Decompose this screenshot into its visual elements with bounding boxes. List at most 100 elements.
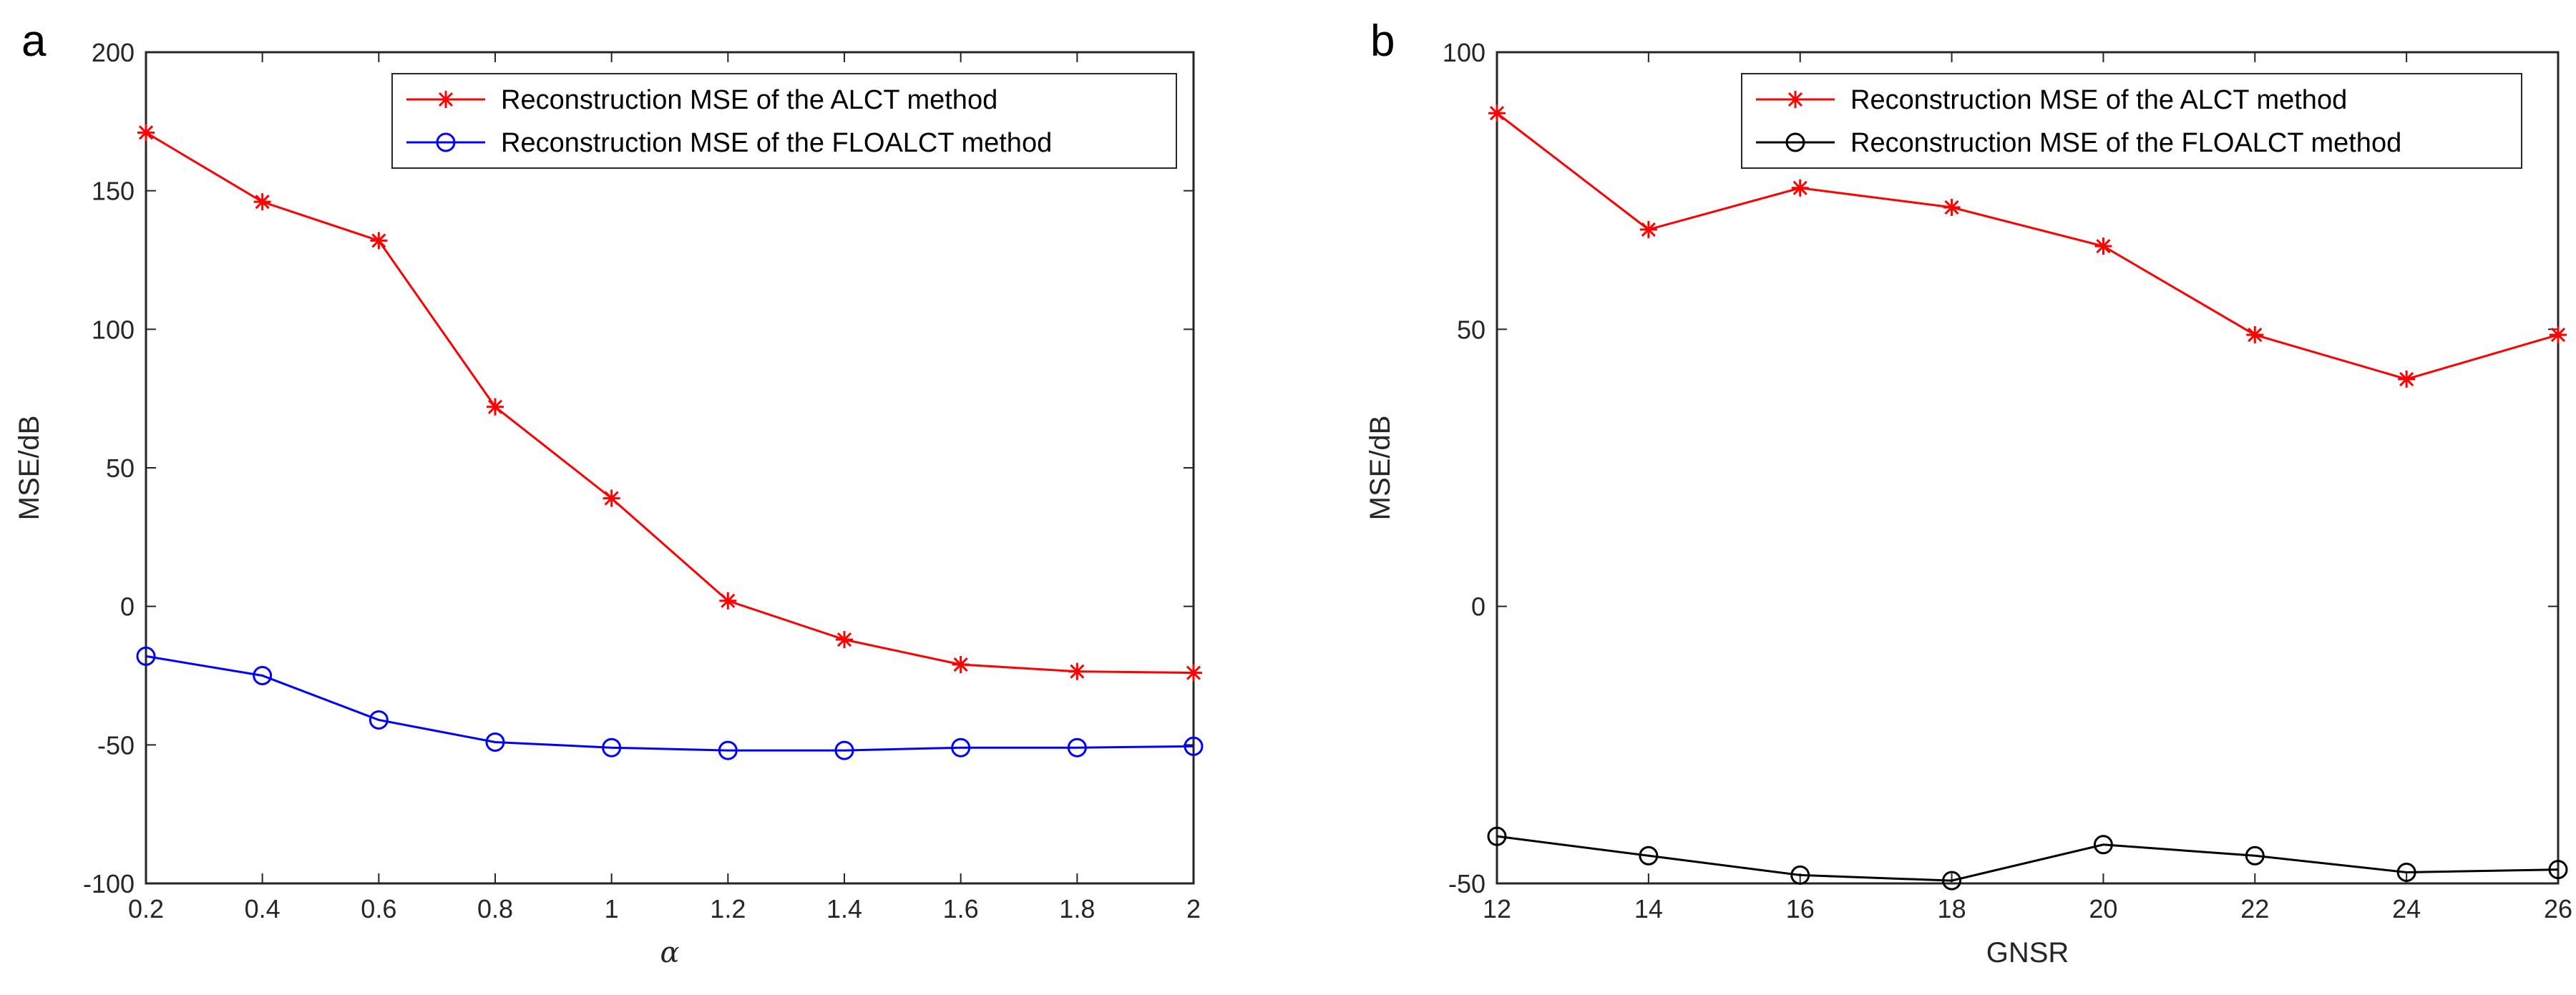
data-point [719,592,737,609]
data-point [951,737,971,758]
x-tick-label: 14 [1634,894,1663,923]
x-tick-label: 2 [1186,894,1201,923]
data-point [1068,662,1086,680]
asterisk-stroke [1489,106,1505,121]
y-axis-label: MSE/dB [14,416,45,521]
legend-box [391,73,1177,169]
data-point [1488,104,1506,122]
y-tick-label: 100 [1443,38,1485,67]
x-tick-label: 18 [1938,894,1966,923]
data-point [137,124,155,142]
y-tick-label: 150 [92,177,135,206]
asterisk-stroke [604,491,619,506]
asterisk-stroke [487,399,503,414]
asterisk-stroke [2550,328,2566,343]
legend: Reconstruction MSE of the ALCT method Rec… [1741,73,2522,169]
x-tick-label: 1.8 [1059,894,1095,923]
legend-entry: Reconstruction MSE of the FLOALCT method [501,128,1052,158]
data-point [952,656,970,674]
legend: Reconstruction MSE of the ALCT method Rec… [391,73,1177,169]
data-point [1184,736,1204,756]
x-tick-label: 1.4 [826,894,862,923]
y-tick-label: 100 [92,315,135,344]
series-line-2 [145,655,1194,752]
y-tick-label: 50 [106,454,135,483]
legend-marker [1787,91,1804,108]
asterisk-stroke [255,195,270,210]
series-line-1 [1496,112,2559,381]
data-point [1487,826,1507,846]
panel-label: b [1370,16,1395,66]
data-point [487,398,504,416]
legend-marker [437,91,454,108]
x-tick-label: 22 [2240,894,2269,923]
x-tick-label: 1 [605,894,619,923]
y-tick-label: -50 [1448,869,1485,898]
legend-marker [1785,132,1805,152]
x-axis-label: α [660,936,679,969]
asterisk-stroke [1641,222,1656,237]
asterisk-stroke [1944,200,1959,215]
data-point [2550,326,2567,344]
data-point [2093,835,2113,855]
data-point [1943,198,1961,216]
data-point [2398,371,2416,388]
x-tick-label: 0.6 [361,894,396,923]
data-point [1639,845,1659,866]
x-tick-label: 0.2 [128,894,164,923]
asterisk-stroke [1792,180,1807,195]
x-axis-label: GNSR [1986,937,2069,969]
data-point [718,740,738,760]
data-point [1790,865,1810,885]
data-point [602,737,622,758]
data-point [370,232,388,250]
y-tick-label: 200 [92,38,135,67]
data-point [2396,863,2416,883]
x-tick-label: 12 [1483,894,1511,923]
data-point [1942,871,1962,891]
legend-entry: Reconstruction MSE of the ALCT method [1850,85,2347,115]
data-point [136,646,156,666]
x-tick-label: 16 [1786,894,1815,923]
x-tick-label: 20 [2089,894,2117,923]
data-point [253,193,271,211]
asterisk-stroke [2399,371,2414,387]
data-point [485,732,505,752]
y-axis-label: MSE/dB [1365,416,1396,521]
x-tick-label: 26 [2544,894,2572,923]
data-point [602,489,620,507]
panel-a-chart: a 0.2 0.4 0.6 0.8 1 1.2 1.4 1.6 1.8 2 -100 -50 0 50 100… [14,16,1204,969]
axes-box [1496,51,2560,885]
data-point [253,666,273,685]
data-point [1791,179,1809,197]
y-tick-label: 50 [1457,315,1485,344]
asterisk-stroke [371,233,386,248]
data-point [2246,326,2264,344]
series-line-2 [1496,835,2559,882]
data-point [2548,860,2568,880]
legend-box [1741,73,2522,169]
data-point [2094,237,2112,255]
asterisk-stroke [138,125,154,140]
asterisk-stroke [953,657,968,672]
x-tick-label: 1.2 [710,894,746,923]
legend-marker [436,132,456,152]
data-point [2245,845,2265,866]
legend-entry: Reconstruction MSE of the ALCT method [501,85,997,115]
data-point [1639,220,1657,238]
data-point [1067,737,1087,758]
y-tick-label: 0 [1471,592,1485,622]
x-tick-label: 0.8 [477,894,513,923]
asterisk-stroke [721,593,736,608]
data-point [1185,664,1202,682]
panel-label: a [21,16,47,66]
panel-b-chart: b 12 14 16 18 20 22 24 26 -50 0 50 100 GNSR MSE/dB Reco… [1365,16,2572,969]
data-point [834,740,854,760]
asterisk-stroke [2096,239,2111,254]
series-line-1 [145,132,1194,675]
x-tick-label: 24 [2392,894,2421,923]
x-tick-label: 0.4 [245,894,280,923]
asterisk-stroke [1186,665,1201,680]
axes-box [145,51,1195,885]
